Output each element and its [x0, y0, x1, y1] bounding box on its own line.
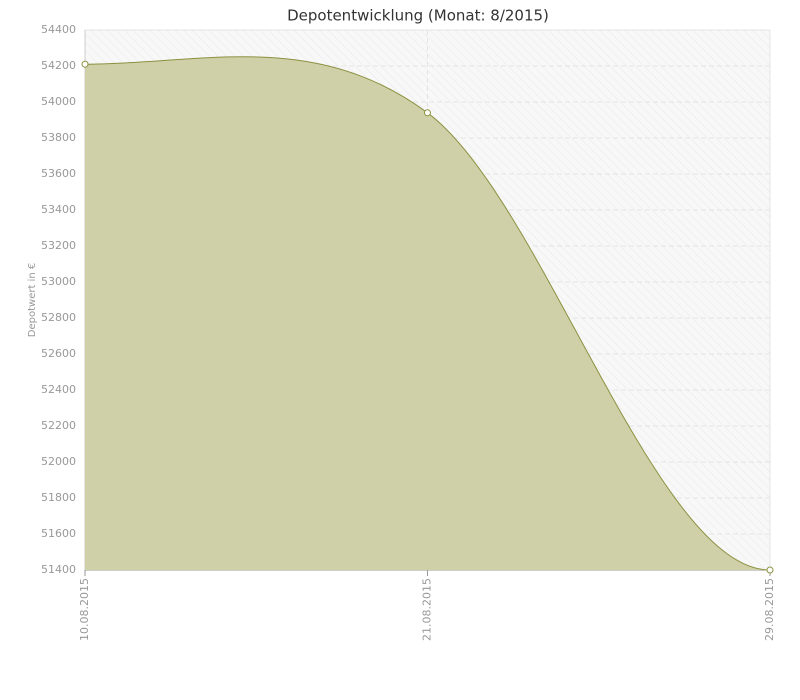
point	[81, 60, 89, 68]
point	[766, 566, 774, 574]
x-tick-label: 10.08.2015	[78, 578, 91, 641]
point	[424, 109, 431, 117]
y-tick-label: 53400	[41, 203, 76, 216]
area-fill	[85, 56, 770, 571]
x-tick-label: 21.08.2015	[421, 578, 434, 641]
area-line	[84, 56, 771, 571]
chart-title: Depotentwicklung (Monat: 8/2015)	[287, 7, 549, 25]
y-tick-label: 53800	[41, 131, 76, 144]
y-tick-label: 54200	[41, 59, 76, 72]
y-tick-label: 51400	[41, 563, 76, 576]
y-tick-label: 53200	[41, 239, 76, 252]
y-axis-label: Depotwert in €	[27, 263, 38, 337]
y-tick-label: 52400	[41, 383, 76, 396]
y-tick-label: 53000	[41, 275, 76, 288]
y-tick-label: 51800	[41, 491, 76, 504]
y-tick-label: 53600	[41, 167, 76, 180]
x-tick-label: 29.08.2015	[763, 578, 776, 641]
y-tick-label: 52600	[41, 347, 76, 360]
y-tick-label: 51600	[41, 527, 76, 540]
y-tick-label: 52800	[41, 311, 76, 324]
y-tick-label: 52200	[41, 419, 76, 432]
y-tick-label: 52000	[41, 455, 76, 468]
y-tick-label: 54400	[41, 23, 76, 36]
y-tick-label: 54000	[41, 95, 76, 108]
